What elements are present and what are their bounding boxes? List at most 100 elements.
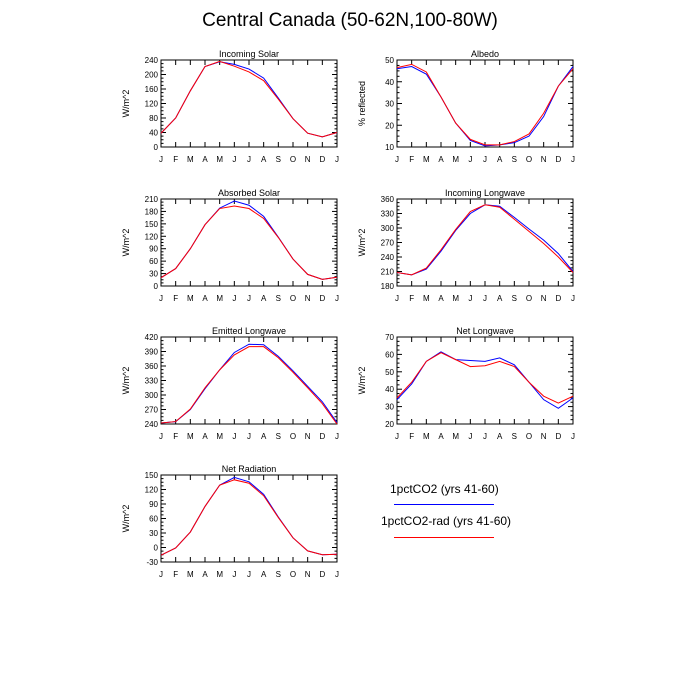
x-tick-label: A — [438, 155, 444, 164]
x-tick-label: J — [247, 155, 251, 164]
chart-title: Net Longwave — [456, 326, 514, 336]
chart-title: Albedo — [471, 49, 499, 59]
x-tick-label: N — [305, 155, 311, 164]
x-tick-label: J — [571, 155, 575, 164]
series-line-1pctco2-rad-yrs-41-60 — [160, 60, 338, 138]
y-axis-label: W/m^2 — [357, 367, 367, 395]
y-tick-label: 10 — [385, 143, 394, 152]
y-tick-label: 240 — [381, 253, 395, 262]
y-tick-label: 180 — [381, 282, 395, 291]
chart-incoming-longwave: Incoming Longwave W/m^2 180 210 240 270 300 330… — [357, 188, 575, 303]
x-tick-label: A — [497, 432, 503, 441]
x-tick-label: D — [555, 155, 561, 164]
x-tick-label: D — [319, 570, 325, 579]
legend-line-1pctco2-rad — [394, 537, 494, 538]
y-tick-label: 30 — [149, 529, 158, 538]
y-tick-label: 420 — [145, 333, 159, 342]
y-tick-label: 40 — [385, 385, 394, 394]
chart-title: Emitted Longwave — [212, 326, 286, 336]
x-tick-label: J — [335, 294, 339, 303]
x-tick-label: J — [483, 155, 487, 164]
x-tick-label: S — [512, 432, 517, 441]
x-tick-label: J — [247, 570, 251, 579]
y-tick-label: 30 — [385, 100, 394, 109]
y-tick-label: 200 — [145, 71, 159, 80]
chart-title: Incoming Longwave — [445, 188, 525, 198]
x-tick-label: N — [541, 155, 547, 164]
x-tick-label: J — [483, 432, 487, 441]
x-tick-label: J — [232, 294, 236, 303]
x-tick-label: N — [305, 294, 311, 303]
x-tick-label: M — [423, 432, 430, 441]
chart-emitted-longwave: Emitted Longwave W/m^2 240 270 300 330 360 390 4… — [121, 326, 339, 441]
x-tick-label: M — [452, 155, 459, 164]
x-tick-label: S — [276, 294, 281, 303]
y-tick-label: -30 — [146, 558, 158, 567]
chart-title: Net Radiation — [222, 464, 277, 474]
x-tick-label: M — [452, 432, 459, 441]
y-tick-label: 160 — [145, 85, 159, 94]
x-tick-label: J — [571, 294, 575, 303]
y-tick-label: 90 — [149, 245, 158, 254]
x-tick-label: M — [216, 432, 223, 441]
plot-frame — [396, 336, 574, 425]
x-tick-label: A — [497, 155, 503, 164]
x-tick-label: D — [555, 432, 561, 441]
x-tick-label: D — [555, 294, 561, 303]
x-tick-label: J — [468, 155, 472, 164]
x-tick-label: N — [305, 570, 311, 579]
x-tick-label: N — [541, 432, 547, 441]
x-tick-label: J — [232, 432, 236, 441]
y-tick-label: 70 — [385, 333, 394, 342]
legend-label-1pctco2-rad: 1pctCO2-rad (yrs 41-60) — [381, 514, 512, 528]
y-tick-label: 40 — [149, 129, 158, 138]
series-line-1pctco2-rad-yrs-41-60 — [396, 204, 574, 276]
x-tick-label: J — [232, 155, 236, 164]
x-tick-label: M — [216, 155, 223, 164]
y-axis-label: % reflected — [357, 81, 367, 126]
x-tick-label: J — [159, 570, 163, 579]
x-tick-label: D — [319, 294, 325, 303]
x-tick-label: J — [395, 294, 399, 303]
y-tick-label: 270 — [381, 239, 395, 248]
x-tick-label: D — [319, 432, 325, 441]
y-tick-label: 30 — [385, 403, 394, 412]
y-tick-label: 120 — [145, 232, 159, 241]
y-tick-label: 80 — [149, 114, 158, 123]
y-tick-label: 390 — [145, 348, 159, 357]
x-tick-label: S — [276, 570, 281, 579]
x-tick-label: J — [159, 294, 163, 303]
series-line-1pctco2-yrs-41-60 — [160, 476, 338, 556]
page-title: Central Canada (50-62N,100-80W) — [202, 10, 498, 31]
y-tick-label: 40 — [385, 78, 394, 87]
x-tick-label: N — [305, 432, 311, 441]
y-tick-label: 0 — [154, 544, 159, 553]
legend-label-1pctco2: 1pctCO2 (yrs 41-60) — [390, 482, 499, 496]
y-tick-label: 180 — [145, 207, 159, 216]
x-tick-label: O — [290, 155, 296, 164]
x-tick-label: F — [173, 432, 178, 441]
x-tick-label: O — [290, 294, 296, 303]
y-tick-label: 210 — [381, 268, 395, 277]
x-tick-label: J — [468, 432, 472, 441]
x-tick-label: A — [261, 432, 267, 441]
y-tick-label: 50 — [385, 56, 394, 65]
y-tick-label: 330 — [145, 377, 159, 386]
x-tick-label: F — [409, 432, 414, 441]
x-tick-label: A — [202, 155, 208, 164]
y-axis-label: W/m^2 — [121, 90, 131, 118]
x-tick-label: F — [173, 570, 178, 579]
x-tick-label: O — [290, 570, 296, 579]
series-line-1pctco2-yrs-41-60 — [396, 66, 574, 147]
x-tick-label: J — [232, 570, 236, 579]
y-tick-label: 0 — [154, 282, 159, 291]
x-tick-label: J — [247, 432, 251, 441]
series-line-1pctco2-yrs-41-60 — [160, 200, 338, 280]
x-tick-label: S — [276, 432, 281, 441]
x-tick-label: A — [261, 294, 267, 303]
y-tick-label: 60 — [385, 350, 394, 359]
x-tick-label: J — [468, 294, 472, 303]
